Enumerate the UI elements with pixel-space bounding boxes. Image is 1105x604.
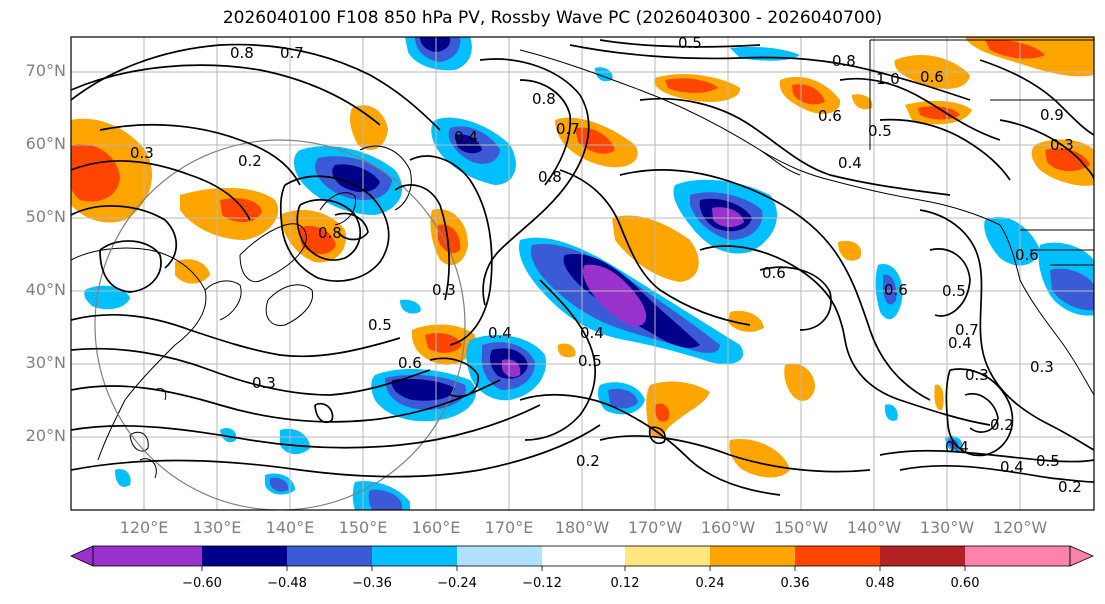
colorbar-segment <box>287 546 372 566</box>
colorbar <box>70 545 1095 571</box>
colorbar-segment <box>795 546 880 566</box>
contour-label: 0.4 <box>1000 458 1024 476</box>
colorbar-tick-label: −0.24 <box>437 576 477 591</box>
contour-labels: 0.8 0.7 0.5 0.8 1.0 0.6 0.5 0.4 0.8 0.3 … <box>130 34 1082 496</box>
lon-label: 170°W <box>627 518 683 537</box>
colorbar-tick-label: 0.48 <box>865 576 895 591</box>
contour-label: 0.2 <box>238 152 262 170</box>
lon-label: 160°W <box>700 518 756 537</box>
contour-label: 0.8 <box>230 44 254 62</box>
lon-label: 130°W <box>919 518 975 537</box>
lon-label: 160°E <box>411 518 461 537</box>
contour-label: 0.2 <box>1058 478 1082 496</box>
contour-label: 0.8 <box>538 168 562 186</box>
lon-label: 150°W <box>773 518 829 537</box>
colorbar-segment <box>710 546 795 566</box>
lon-label: 120°W <box>992 518 1048 537</box>
colorbar-segment <box>965 546 1070 566</box>
colorbar-segment <box>93 546 202 566</box>
contour-label: 0.4 <box>454 128 478 146</box>
colorbar-segment <box>880 546 965 566</box>
contour-label: 0.2 <box>990 416 1014 434</box>
lon-label: 170°E <box>484 518 534 537</box>
coastlines <box>71 39 1094 479</box>
colorbar-tick-label: 0.24 <box>695 576 725 591</box>
lon-label: 140°E <box>265 518 315 537</box>
colorbar-segment <box>625 546 710 566</box>
contour-label: 0.6 <box>818 107 842 125</box>
contour-label: 0.2 <box>576 452 600 470</box>
contour-label: 0.8 <box>532 90 556 108</box>
colorbar-tick-label: 0.36 <box>780 576 810 591</box>
colorbar-segment <box>457 546 542 566</box>
contour-label: 0.4 <box>580 324 604 342</box>
contour-label: 0.8 <box>832 52 856 70</box>
contour-label: 0.6 <box>1015 246 1039 264</box>
contour-label: 0.8 <box>318 224 342 242</box>
lat-label: 40°N <box>25 280 66 299</box>
contour-label: 0.7 <box>556 120 580 138</box>
contour-label: 0.5 <box>578 352 602 370</box>
colorbar-segment <box>542 546 625 566</box>
lon-label: 130°E <box>192 518 242 537</box>
colorbar-tick-label: −0.60 <box>182 576 222 591</box>
contour-label: 0.4 <box>948 334 972 352</box>
colorbar-extend-low <box>70 545 94 567</box>
contour-label: 0.5 <box>868 122 892 140</box>
contour-label: 0.5 <box>678 34 702 52</box>
colorbar-extend-high <box>1069 545 1095 567</box>
colorbar-tick-label: 0.60 <box>950 576 980 591</box>
map-frame <box>70 36 1095 511</box>
contour-label: 0.3 <box>130 144 154 162</box>
contour-label: 0.5 <box>942 282 966 300</box>
lat-label: 30°N <box>25 353 66 372</box>
lon-label: 140°W <box>846 518 902 537</box>
contour-label: 0.4 <box>488 324 512 342</box>
contour-label: 0.3 <box>1050 136 1074 154</box>
lat-label: 60°N <box>25 134 66 153</box>
graticule <box>71 37 1094 510</box>
lat-label: 70°N <box>25 61 66 80</box>
contour-label: 0.3 <box>252 374 276 392</box>
contour-label: 0.7 <box>955 321 979 339</box>
contour-label: 0.4 <box>945 438 969 456</box>
contour-label: 0.3 <box>1030 358 1054 376</box>
map-title: 2026040100 F108 850 hPa PV, Rossby Wave … <box>222 8 883 28</box>
colorbar-tick-label: −0.48 <box>267 576 307 591</box>
colorbar-segment <box>202 546 287 566</box>
contour-label: 0.6 <box>920 68 944 86</box>
projection-circle <box>94 139 466 510</box>
lon-label: 150°E <box>338 518 388 537</box>
contour-label: 0.7 <box>280 44 304 62</box>
lat-label: 20°N <box>25 426 66 445</box>
contour-label: 0.3 <box>432 281 456 299</box>
contour-label: 1.0 <box>876 70 900 88</box>
lon-label: 180°W <box>554 518 610 537</box>
colorbar-tick-label: 0.12 <box>610 576 640 591</box>
contour-label: 0.4 <box>838 154 862 172</box>
colorbar-tick-label: −0.12 <box>522 576 562 591</box>
lon-label: 120°E <box>119 518 169 537</box>
colorbar-frame <box>92 545 1071 567</box>
colorbar-tick-label: −0.36 <box>352 576 392 591</box>
pv-contours <box>71 39 1094 496</box>
contour-label: 0.5 <box>1036 452 1060 470</box>
contour-label: 0.6 <box>398 354 422 372</box>
contour-label: 0.3 <box>965 366 989 384</box>
contour-label: 0.6 <box>884 281 908 299</box>
contour-label: 0.9 <box>1040 106 1064 124</box>
lat-label: 50°N <box>25 207 66 226</box>
colorbar-segment <box>372 546 457 566</box>
contour-label: 0.6 <box>762 264 786 282</box>
contour-label: 0.5 <box>368 316 392 334</box>
